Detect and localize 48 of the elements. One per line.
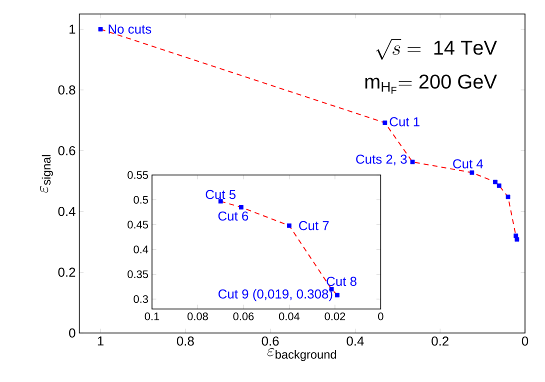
point (410, 160, 415, 164)
x-tick-label: 0 (378, 312, 384, 320)
x-tick-label: 0.6 (262, 336, 279, 346)
point (514, 237, 520, 242)
point (496, 183, 502, 188)
x-axis-title: $\varepsilon_{\mathrm{background}}$ (267, 348, 336, 362)
annotation: Cut 6 (218, 211, 248, 221)
y-tick-label: 0.45 (128, 220, 148, 229)
x-tick-label: 0.4 (346, 336, 364, 346)
annotation: Cut 5 (206, 190, 236, 200)
x-tick-label: 0.2 (432, 336, 448, 346)
annotation: $\mathrm{m}_{\mathrm{H}_{\mathrm{F}}}\mathrm{=200\ GeV}$ (365, 74, 497, 94)
point (382, 120, 388, 125)
x-tick-label: 0.08 (188, 312, 208, 320)
x-tick-label: 1 (98, 336, 104, 346)
point (335, 292, 340, 298)
y-tick-label: 0.6 (58, 146, 76, 156)
y-tick-label: 0.3 (134, 295, 148, 303)
y-tick-label: 0.5 (134, 196, 148, 204)
y-tick-label: 1 (70, 24, 76, 34)
y-tick-label: 0.55 (128, 171, 148, 179)
x-tick-label: 0 (522, 336, 528, 346)
annotation: Cut 9 (0,019, 0.308) (218, 289, 332, 302)
x-tick-label: 0.1 (144, 312, 160, 320)
x-tick-label: 0.8 (176, 336, 194, 346)
annotation: Cut 7 (299, 221, 329, 230)
y-tick-label: 0.35 (128, 270, 148, 278)
y-tick-label: 0.2 (58, 268, 76, 277)
point (98, 26, 103, 32)
y-tick-label: 0 (69, 328, 76, 338)
y-axis-title: $\varepsilon_{\mathrm{signal}}$ (40, 155, 53, 193)
annotation: Cut 4 (453, 159, 484, 168)
point (238, 205, 244, 210)
annotation: $\sqrt{s}\mathrm{\ =\ 14\ TeV}$ (376, 39, 497, 60)
annotation: Cuts 2, 3 (356, 154, 407, 166)
x-tick-label: 0.06 (233, 312, 254, 320)
y-tick-label: 0.8 (58, 85, 76, 95)
point (493, 180, 498, 184)
annotation: No cuts (108, 24, 152, 34)
point (470, 170, 474, 175)
point (287, 223, 292, 228)
annotation: Cut 1 (390, 117, 420, 126)
annotation: Cut 8 (326, 276, 356, 286)
x-tick-label: 0.04 (278, 312, 300, 320)
y-tick-label: 0.4 (134, 246, 148, 254)
point (506, 194, 510, 200)
x-tick-label: 0.02 (324, 312, 346, 320)
y-tick-label: 0.4 (58, 206, 76, 216)
